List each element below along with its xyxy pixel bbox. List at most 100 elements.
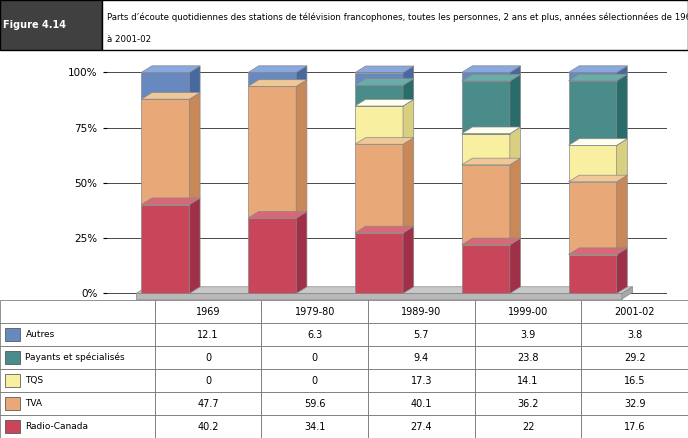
Polygon shape <box>616 74 627 145</box>
FancyBboxPatch shape <box>261 323 368 346</box>
Polygon shape <box>462 127 521 134</box>
Polygon shape <box>462 134 510 165</box>
Text: 1989-90: 1989-90 <box>401 307 442 317</box>
Polygon shape <box>136 287 633 293</box>
FancyBboxPatch shape <box>475 369 581 392</box>
Polygon shape <box>297 80 307 218</box>
Polygon shape <box>355 106 403 144</box>
FancyBboxPatch shape <box>5 351 20 364</box>
FancyBboxPatch shape <box>261 346 368 369</box>
Text: 0: 0 <box>312 375 318 385</box>
Polygon shape <box>462 238 521 245</box>
Polygon shape <box>189 92 200 205</box>
FancyBboxPatch shape <box>5 328 20 341</box>
Polygon shape <box>622 287 633 299</box>
FancyBboxPatch shape <box>581 415 688 438</box>
Polygon shape <box>510 158 521 245</box>
Polygon shape <box>403 78 413 106</box>
Text: 6.3: 6.3 <box>307 329 323 339</box>
Text: Autres: Autres <box>25 330 55 339</box>
Polygon shape <box>355 144 403 233</box>
Polygon shape <box>136 293 622 299</box>
FancyBboxPatch shape <box>475 415 581 438</box>
FancyBboxPatch shape <box>261 415 368 438</box>
Polygon shape <box>510 74 521 134</box>
FancyBboxPatch shape <box>475 346 581 369</box>
FancyBboxPatch shape <box>368 415 475 438</box>
Text: TVA: TVA <box>25 399 43 408</box>
FancyBboxPatch shape <box>368 392 475 415</box>
FancyBboxPatch shape <box>0 346 155 369</box>
Polygon shape <box>462 245 510 293</box>
Text: 27.4: 27.4 <box>411 421 432 431</box>
Polygon shape <box>510 66 521 81</box>
Polygon shape <box>616 66 627 81</box>
Polygon shape <box>141 99 189 205</box>
FancyBboxPatch shape <box>581 346 688 369</box>
Text: 59.6: 59.6 <box>304 399 325 409</box>
Polygon shape <box>462 81 510 134</box>
Text: 1969: 1969 <box>196 307 220 317</box>
FancyBboxPatch shape <box>261 300 368 323</box>
Polygon shape <box>141 72 189 99</box>
Polygon shape <box>355 226 413 233</box>
Polygon shape <box>403 138 413 233</box>
Polygon shape <box>355 233 403 293</box>
Polygon shape <box>248 66 307 72</box>
Polygon shape <box>248 80 307 86</box>
FancyBboxPatch shape <box>0 0 102 50</box>
Polygon shape <box>355 73 403 85</box>
Polygon shape <box>568 248 627 254</box>
Polygon shape <box>141 198 200 205</box>
Polygon shape <box>403 226 413 293</box>
Text: TQS: TQS <box>25 376 43 385</box>
FancyBboxPatch shape <box>475 392 581 415</box>
Polygon shape <box>355 85 403 106</box>
Text: 34.1: 34.1 <box>304 421 325 431</box>
Polygon shape <box>568 254 616 293</box>
FancyBboxPatch shape <box>475 323 581 346</box>
Polygon shape <box>355 138 413 144</box>
Text: Figure 4.14: Figure 4.14 <box>3 20 67 30</box>
Text: 40.1: 40.1 <box>411 399 432 409</box>
FancyBboxPatch shape <box>368 300 475 323</box>
Polygon shape <box>568 74 627 81</box>
Polygon shape <box>189 198 200 293</box>
Polygon shape <box>510 238 521 293</box>
Polygon shape <box>403 99 413 144</box>
Text: Parts d’écoute quotidiennes des stations de télévision francophones, toutes les : Parts d’écoute quotidiennes des stations… <box>107 13 688 22</box>
Text: 14.1: 14.1 <box>517 375 539 385</box>
Polygon shape <box>616 175 627 254</box>
FancyBboxPatch shape <box>261 369 368 392</box>
Text: 17.3: 17.3 <box>411 375 432 385</box>
FancyBboxPatch shape <box>581 369 688 392</box>
Polygon shape <box>616 248 627 293</box>
FancyBboxPatch shape <box>0 392 155 415</box>
FancyBboxPatch shape <box>261 392 368 415</box>
Polygon shape <box>462 74 521 81</box>
FancyBboxPatch shape <box>475 300 581 323</box>
Text: 0: 0 <box>205 375 211 385</box>
Polygon shape <box>616 139 627 182</box>
Text: 12.1: 12.1 <box>197 329 219 339</box>
Text: 23.8: 23.8 <box>517 353 539 363</box>
Polygon shape <box>462 165 510 245</box>
FancyBboxPatch shape <box>0 300 155 323</box>
Polygon shape <box>297 66 307 86</box>
Polygon shape <box>248 86 297 218</box>
Polygon shape <box>568 145 616 182</box>
FancyBboxPatch shape <box>0 323 155 346</box>
Text: 29.2: 29.2 <box>624 353 645 363</box>
Polygon shape <box>141 66 200 72</box>
Polygon shape <box>568 81 616 145</box>
Text: 47.7: 47.7 <box>197 399 219 409</box>
Polygon shape <box>568 175 627 182</box>
Polygon shape <box>462 72 510 81</box>
FancyBboxPatch shape <box>5 420 20 433</box>
Text: 32.9: 32.9 <box>624 399 645 409</box>
Text: 9.4: 9.4 <box>413 353 429 363</box>
FancyBboxPatch shape <box>581 300 688 323</box>
Text: 40.2: 40.2 <box>197 421 219 431</box>
Text: 16.5: 16.5 <box>624 375 645 385</box>
FancyBboxPatch shape <box>0 369 155 392</box>
